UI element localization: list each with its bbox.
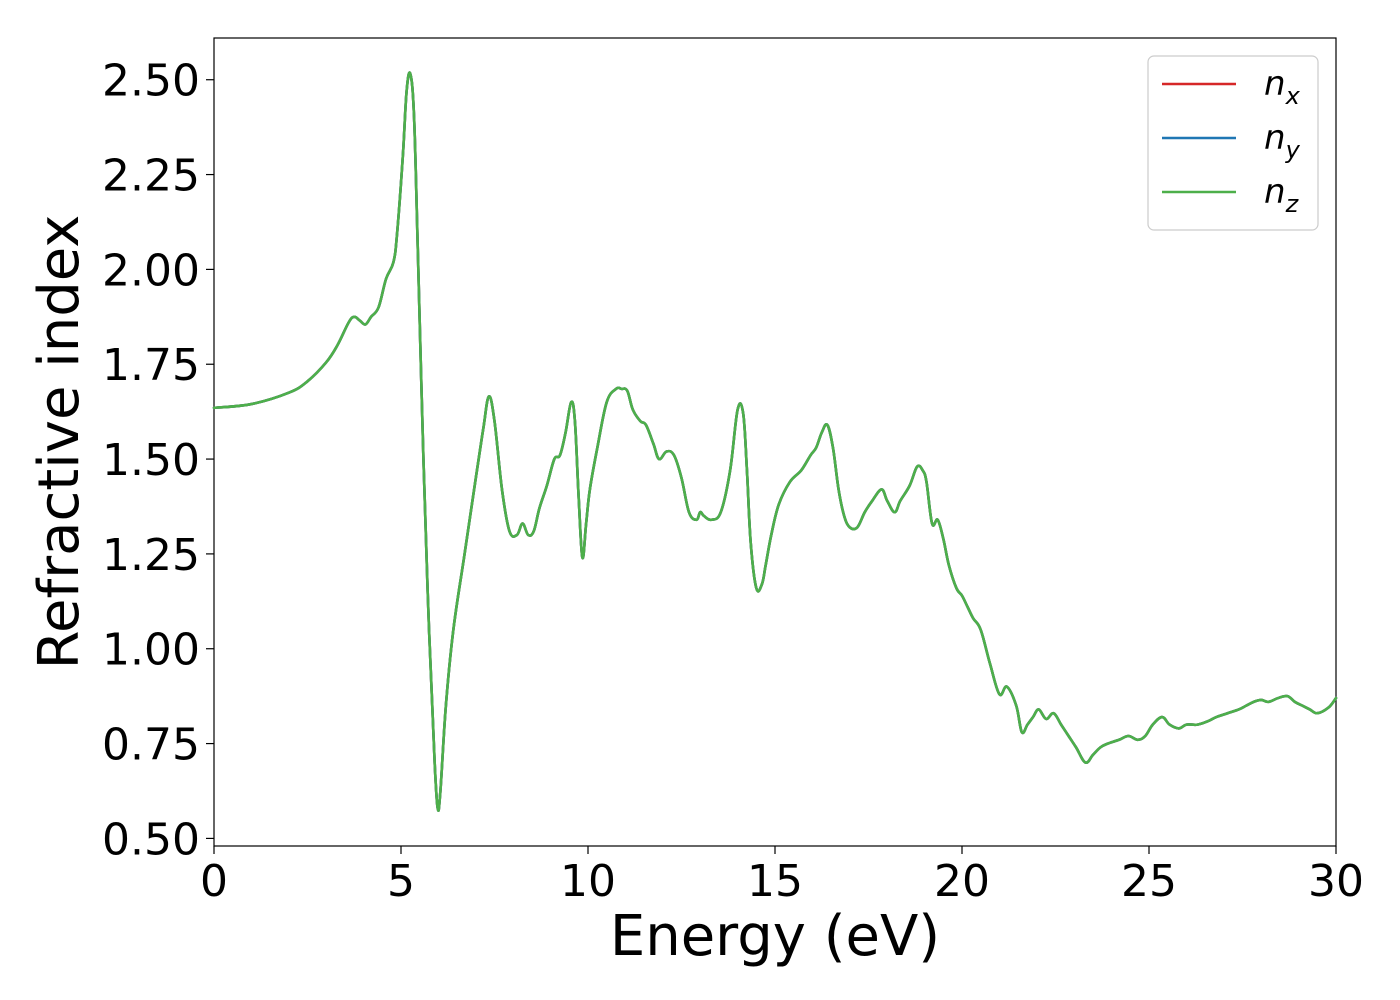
series-layer [212,71,1338,812]
legend-items: nx ny nz [1162,64,1301,218]
x-axis-label: Energy (eV) [610,904,940,969]
y-tick-label: 0.50 [102,814,200,865]
x-axis-ticks: 0 5 10 15 20 25 30 [200,846,1364,907]
y-tick-label: 1.00 [102,625,200,676]
y-tick-label: 2.25 [102,151,200,202]
legend-label-nx: nx [1264,64,1301,110]
x-tick-label: 30 [1308,856,1364,907]
series-line-nz [212,71,1338,812]
y-tick-label: 2.00 [102,245,200,296]
y-tick-label: 1.50 [102,435,200,486]
y-axis-label: Refractive index [27,215,92,670]
y-axis-ticks: 0.50 0.75 1.00 1.25 1.50 1.75 2.00 2.25 2.50 [102,56,214,865]
x-tick-label: 15 [747,856,803,907]
legend-label-ny: ny [1264,118,1301,164]
x-tick-label: 10 [560,856,616,907]
legend: nx ny nz [1147,55,1319,231]
legend-label-nz: nz [1264,172,1300,218]
x-tick-label: 0 [200,856,228,907]
y-tick-label: 1.75 [102,340,200,391]
x-tick-label: 25 [1121,856,1177,907]
x-tick-label: 5 [387,856,415,907]
y-tick-label: 0.75 [102,720,200,771]
legend-box [1147,55,1319,231]
x-tick-label: 20 [934,856,990,907]
y-tick-label: 1.25 [102,530,200,581]
y-tick-label: 2.50 [102,56,200,107]
